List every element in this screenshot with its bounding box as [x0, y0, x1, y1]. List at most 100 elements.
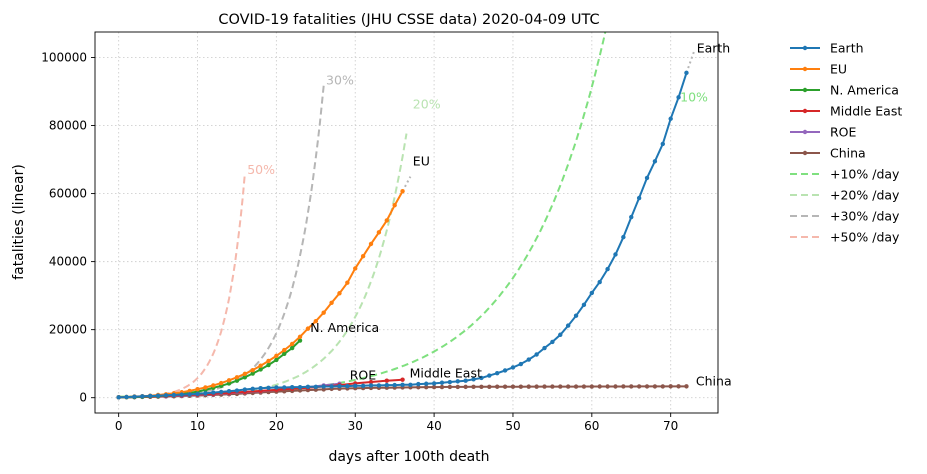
- data-point-earth: [400, 382, 405, 387]
- chart-title: COVID-19 fatalities (JHU CSSE data) 2020…: [218, 12, 599, 28]
- legend-marker-china: [802, 150, 808, 156]
- legend-label-50-day: +50% /day: [830, 230, 900, 245]
- data-point-earth: [313, 384, 319, 390]
- data-point-earth: [218, 389, 224, 395]
- legend-marker-n-america: [802, 87, 808, 93]
- data-point-china: [644, 384, 650, 389]
- data-point-earth: [502, 368, 508, 373]
- data-point-eu: [211, 383, 216, 388]
- data-point-earth: [471, 377, 476, 382]
- y-tick-label: 20000: [49, 323, 87, 337]
- data-point-china: [668, 384, 673, 389]
- legend-label-10-day: +10% /day: [830, 167, 900, 182]
- data-point-n-america: [282, 351, 287, 357]
- data-point-earth: [368, 383, 374, 388]
- data-point-earth: [329, 384, 334, 389]
- data-point-earth: [163, 393, 169, 398]
- data-point-n-america: [258, 367, 263, 372]
- data-point-earth: [274, 385, 279, 390]
- data-point-earth: [234, 388, 240, 393]
- data-point-china: [676, 384, 681, 389]
- data-point-earth: [455, 379, 460, 384]
- data-point-earth: [431, 381, 437, 386]
- data-point-earth: [416, 381, 421, 387]
- x-tick-label: 0: [115, 419, 123, 433]
- data-point-china: [463, 384, 468, 390]
- data-point-middle-east: [400, 377, 405, 382]
- data-point-earth: [660, 141, 665, 147]
- data-point-earth: [424, 381, 429, 386]
- data-point-china: [684, 384, 689, 389]
- data-point-earth: [124, 394, 129, 400]
- legend-label-30-day: +30% /day: [830, 209, 900, 224]
- data-point-earth: [589, 290, 595, 296]
- annotation-middle-east: Middle East: [410, 365, 482, 380]
- data-point-earth: [526, 357, 531, 362]
- data-point-china: [558, 384, 563, 389]
- data-point-earth: [668, 116, 673, 121]
- data-point-earth: [534, 352, 539, 357]
- x-tick-label: 50: [505, 419, 520, 433]
- data-point-eu: [329, 300, 334, 305]
- data-point-china: [542, 384, 547, 389]
- data-point-n-america: [297, 338, 303, 343]
- data-point-eu: [392, 202, 397, 208]
- series-extension-eu: [401, 176, 412, 192]
- data-point-eu: [226, 378, 232, 383]
- data-point-earth: [392, 382, 397, 388]
- data-point-eu: [321, 310, 326, 315]
- data-point-earth: [597, 279, 602, 285]
- data-point-eu: [345, 280, 350, 285]
- data-point-earth: [132, 394, 137, 399]
- data-point-earth: [408, 382, 413, 387]
- data-point-n-america: [226, 381, 232, 386]
- data-point-earth: [337, 383, 342, 389]
- data-point-earth: [629, 214, 634, 220]
- data-point-eu: [234, 375, 240, 380]
- legend: Earth EU N. America Middle East ROE China +10%…: [790, 41, 902, 245]
- data-point-china: [479, 384, 484, 390]
- data-point-earth: [439, 380, 445, 385]
- data-point-earth: [644, 175, 650, 181]
- data-point-earth: [558, 332, 563, 337]
- data-point-eu: [250, 367, 255, 373]
- data-point-china: [297, 388, 303, 393]
- data-point-earth: [140, 394, 145, 399]
- data-point-n-america: [289, 345, 295, 351]
- grid-lines: [95, 32, 718, 413]
- data-point-earth: [258, 385, 263, 391]
- data-point-china: [424, 384, 429, 390]
- data-point-eu: [337, 291, 342, 296]
- y-tick-label: 40000: [49, 255, 87, 269]
- data-point-earth: [179, 392, 184, 397]
- data-point-earth: [148, 393, 153, 399]
- legend-label-earth: Earth: [830, 41, 864, 56]
- series-extension-earth: [685, 50, 696, 74]
- data-point-earth: [203, 391, 208, 396]
- annotation-30: 30%: [326, 73, 354, 88]
- annotation-20: 20%: [413, 97, 441, 112]
- data-point-china: [629, 384, 634, 389]
- data-point-earth: [289, 384, 295, 390]
- data-point-earth: [676, 95, 681, 100]
- legend-label-china: China: [830, 146, 866, 161]
- data-point-eu: [360, 253, 366, 259]
- data-point-eu: [203, 385, 208, 390]
- series-line-10-day: [118, 32, 607, 398]
- data-point-earth: [447, 379, 453, 385]
- data-point-earth: [305, 384, 311, 390]
- data-point-earth: [211, 390, 216, 395]
- data-point-china: [550, 384, 555, 389]
- data-point-china: [660, 384, 665, 389]
- data-point-china: [581, 384, 587, 389]
- data-point-n-america: [274, 357, 279, 363]
- data-point-earth: [250, 386, 255, 392]
- data-point-earth: [116, 395, 121, 400]
- data-point-eu: [195, 386, 200, 392]
- data-point-china: [510, 384, 516, 389]
- data-point-earth: [384, 382, 389, 388]
- data-point-china: [518, 384, 524, 389]
- data-point-eu: [376, 230, 382, 235]
